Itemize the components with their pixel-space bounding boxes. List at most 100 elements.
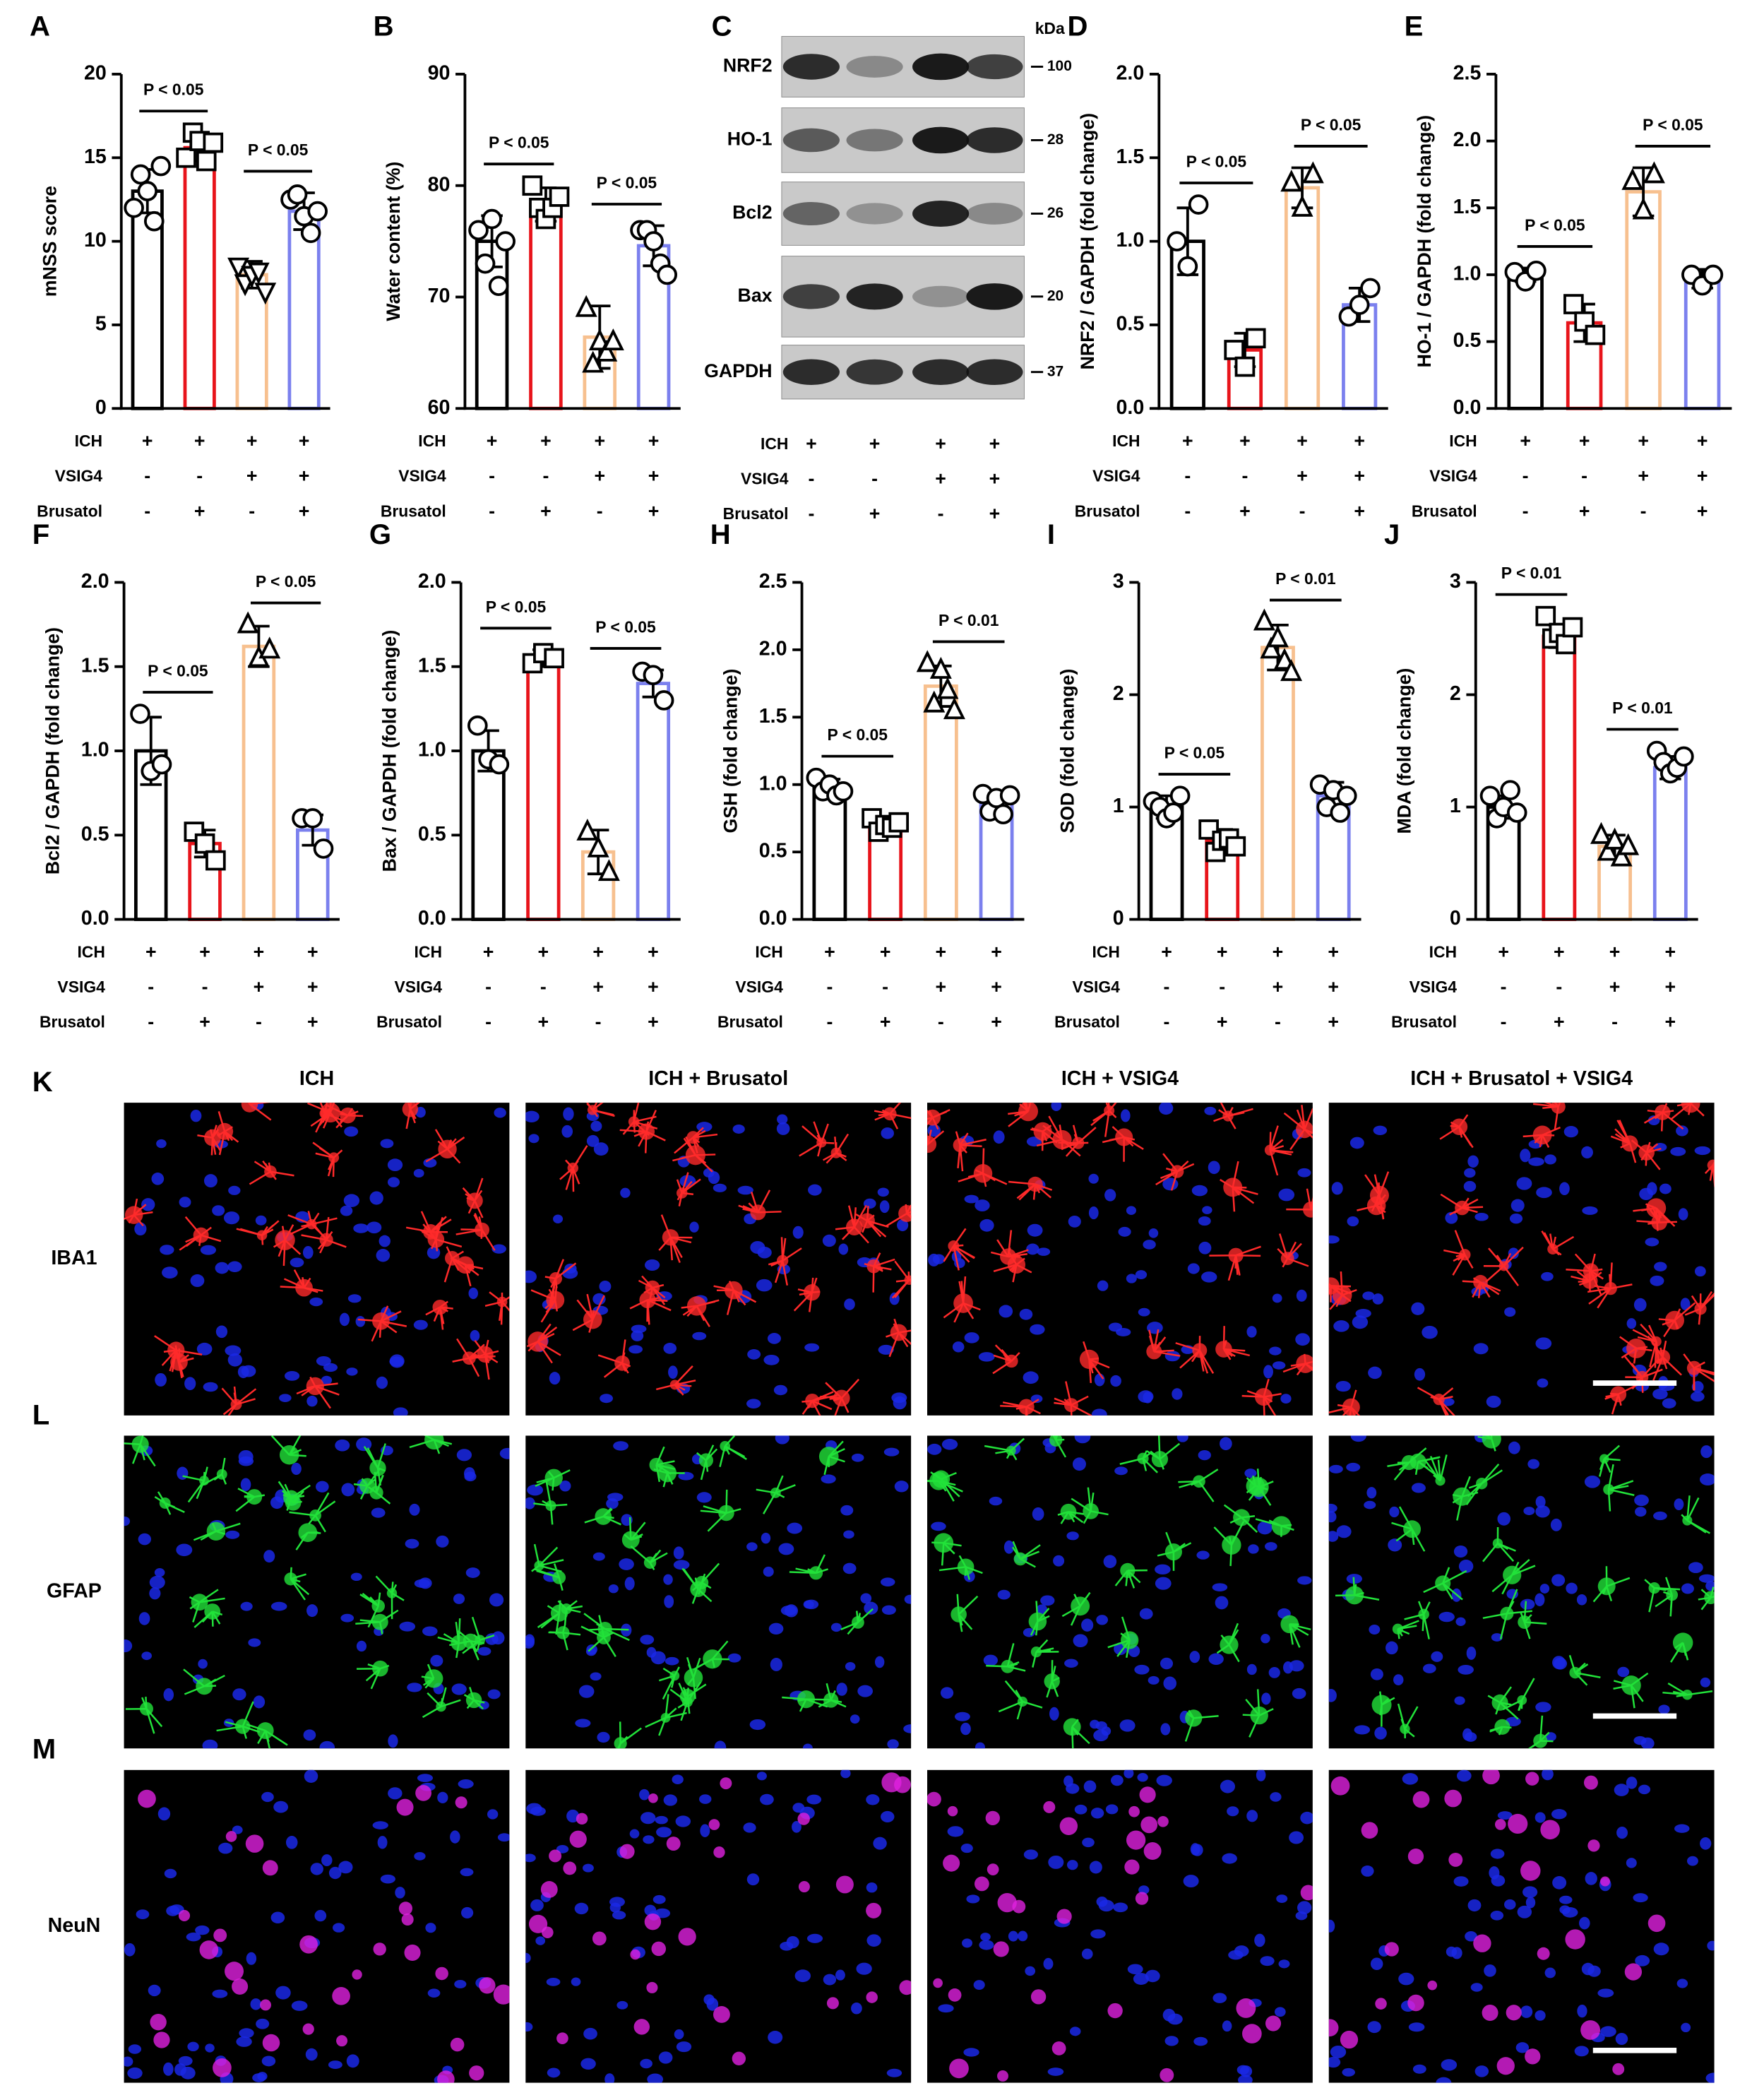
column-title: ICH + VSIG4 (1061, 1067, 1179, 1090)
blot-band (912, 200, 970, 227)
nucleus (1072, 1457, 1086, 1471)
nucleus (413, 1319, 428, 1330)
stained-cell (232, 1978, 249, 1995)
condition-sign: + (307, 1012, 318, 1033)
nucleus (305, 2048, 318, 2061)
nucleus (1032, 1507, 1044, 1521)
data-point (237, 611, 259, 634)
nucleus (1638, 1784, 1651, 1795)
stained-cell (1063, 1398, 1078, 1413)
stained-cell (563, 1861, 577, 1875)
condition-sign: + (991, 941, 1002, 962)
nucleus (257, 2072, 268, 2081)
stained-cell (614, 1355, 630, 1371)
data-point (143, 210, 165, 232)
y-tick-label: 60 (428, 396, 451, 419)
y-axis-label: Water content (%) (383, 162, 404, 321)
cell-process (927, 1143, 929, 1146)
nucleus (1388, 1538, 1402, 1552)
stained-cell (1665, 1310, 1684, 1330)
nucleus (639, 1788, 650, 1801)
micrograph-content (927, 1103, 1313, 1416)
nucleus (387, 1158, 403, 1172)
stained-cell (1120, 1562, 1136, 1579)
nucleus (1541, 1271, 1554, 1281)
condition-label: Brusatol (1075, 502, 1140, 520)
stained-cell (1704, 1591, 1715, 1605)
nucleus (877, 1187, 889, 1197)
nucleus (1411, 1483, 1426, 1493)
nucleus (792, 1226, 804, 1239)
data-point (468, 220, 489, 241)
stained-cell (556, 2032, 568, 2044)
condition-sign: + (594, 430, 605, 451)
nucleus (377, 1836, 388, 1849)
condition-sign: - (1501, 976, 1507, 997)
stained-cell (662, 1229, 679, 1246)
protein-label: Bcl2 (732, 202, 772, 223)
stained-cell (894, 1776, 911, 1793)
blot-band (782, 128, 840, 153)
nucleus (874, 1656, 885, 1668)
nucleus (487, 1809, 499, 1820)
nucleus (527, 1484, 544, 1496)
condition-label: Brusatol (717, 1013, 783, 1031)
nucleus (928, 1253, 940, 1266)
condition-label: VSIG4 (1410, 978, 1458, 996)
nucleus (1647, 1182, 1657, 1196)
micrograph-content (124, 1103, 510, 1416)
stained-cell (630, 1949, 640, 1960)
nucleus (840, 1505, 854, 1516)
stained-cell (947, 1805, 958, 1817)
nucleus (212, 1205, 225, 1216)
nucleus (1581, 1146, 1593, 1158)
data-point (597, 859, 620, 882)
nucleus (1634, 1494, 1649, 1507)
nucleus (706, 1998, 719, 2011)
nucleus (1127, 1964, 1143, 1975)
nucleus (843, 1530, 854, 1539)
condition-sign: - (202, 976, 208, 997)
nucleus (1372, 1293, 1384, 1305)
stained-cell (309, 1509, 322, 1521)
stained-cell (493, 1984, 510, 2005)
nucleus (1658, 1704, 1670, 1714)
nucleus (525, 1497, 535, 1509)
nucleus (763, 1566, 774, 1577)
nucleus (184, 1377, 196, 1391)
nucleus (499, 1447, 510, 1459)
micrograph-bg (525, 1435, 912, 1749)
nucleus (1497, 1512, 1510, 1526)
nucleus (1616, 1827, 1628, 1839)
cell-process (1690, 1103, 1693, 1105)
nucleus (450, 1830, 460, 1844)
nucleus (822, 1234, 836, 1247)
nucleus (163, 1688, 174, 1702)
stained-cell (138, 1789, 156, 1808)
nucleus (980, 1933, 991, 1941)
nucleus (1049, 1707, 1059, 1721)
data-point (1245, 328, 1266, 349)
stained-cell (1071, 1596, 1090, 1616)
kda-value: 100 (1047, 58, 1072, 74)
nucleus (223, 1211, 240, 1225)
stained-cell (475, 1635, 485, 1646)
nucleus (1155, 1564, 1171, 1575)
nucleus (1431, 1651, 1443, 1662)
nucleus (672, 1774, 684, 1785)
nucleus (1036, 1604, 1047, 1614)
nucleus (1370, 1957, 1383, 1971)
nucleus (460, 1906, 474, 1918)
nucleus (1114, 1466, 1128, 1476)
nucleus (1490, 1849, 1505, 1859)
nucleus (453, 1594, 465, 1604)
y-tick-label: 1.0 (81, 739, 109, 761)
stained-cell (225, 1962, 244, 1981)
nucleus (1331, 1182, 1343, 1195)
nucleus (285, 1836, 298, 1849)
stained-cell (1491, 1694, 1508, 1711)
stained-cell (534, 1560, 544, 1571)
y-axis-label: MDA (fold change) (1394, 668, 1415, 834)
stained-cell (1400, 1724, 1410, 1734)
